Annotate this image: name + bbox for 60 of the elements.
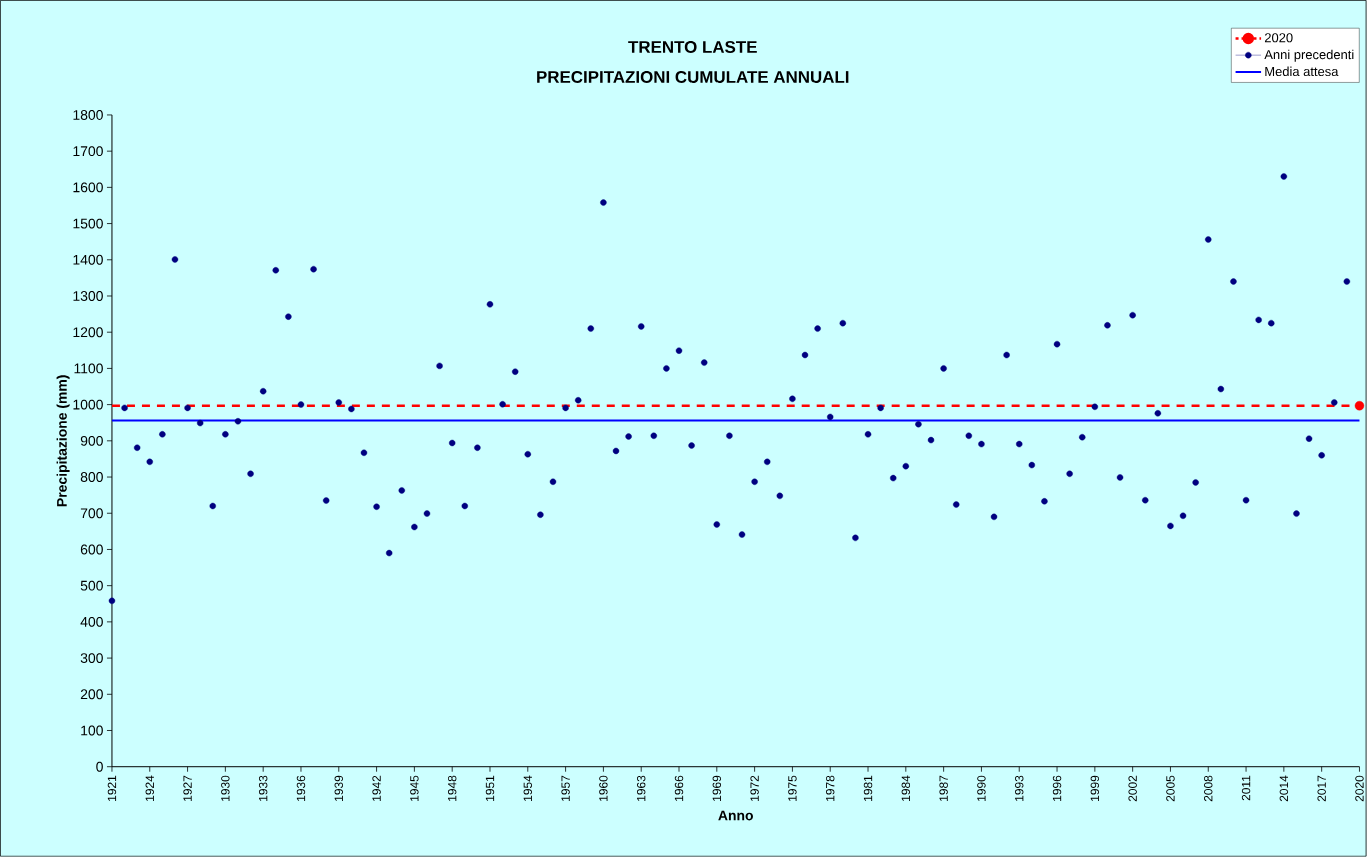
chart-subtitle: PRECIPITAZIONI CUMULATE ANNUALI <box>537 71 849 84</box>
x-tick-label: 1945 <box>410 775 419 802</box>
y-tick-label: 700 <box>80 508 103 519</box>
x-tick-label: 1984 <box>901 775 911 802</box>
y-tick-label: 400 <box>80 617 103 627</box>
x-tick-label: 2020 <box>1355 775 1364 802</box>
x-tick-label: 1999 <box>1090 775 1100 802</box>
y-tick-label: 0 <box>96 761 103 772</box>
y-tick-label: 600 <box>80 544 103 555</box>
x-tick-label: 1954 <box>523 775 533 802</box>
legend-label: Media attesa <box>1265 66 1339 77</box>
x-tick-label: 1960 <box>599 775 608 802</box>
x-axis-title: Anno <box>718 810 753 821</box>
x-tick-label: 1942 <box>372 775 381 802</box>
x-tick-label: 1957 <box>561 775 570 802</box>
y-tick-label: 300 <box>80 653 103 664</box>
x-tick-label: 1936 <box>296 775 306 802</box>
y-tick-label: 1100 <box>74 363 103 374</box>
y-tick-label: 900 <box>80 436 103 446</box>
chart-title: TRENTO LASTE <box>628 41 757 54</box>
x-tick-label: 1972 <box>750 775 759 802</box>
x-tick-label: 2017 <box>1317 775 1326 802</box>
x-tick-label: 1978 <box>825 775 835 802</box>
y-tick-label: 1200 <box>73 327 103 338</box>
x-tick-label: 1924 <box>145 775 154 802</box>
y-tick-label: 100 <box>81 725 103 736</box>
x-tick-label: 1939 <box>334 775 343 802</box>
y-axis-title: Precipitazione (mm) <box>56 375 70 507</box>
legend-label: 2020 <box>1264 33 1293 43</box>
x-tick-label: 1963 <box>636 775 646 802</box>
x-tick-label: 1990 <box>977 775 986 802</box>
x-tick-label: 1975 <box>788 775 797 802</box>
y-tick-label: 1300 <box>73 291 103 302</box>
x-tick-label: 1927 <box>183 775 192 802</box>
x-tick-label: 1987 <box>939 775 948 802</box>
x-tick-label: 2014 <box>1279 775 1289 802</box>
x-tick-label: 2005 <box>1166 775 1175 802</box>
x-tick-label: 2008 <box>1204 775 1213 802</box>
y-tick-label: 1000 <box>73 399 103 410</box>
x-tick-label: 1966 <box>674 775 684 802</box>
y-tick-label: 500 <box>80 580 103 591</box>
y-tick-label: 1800 <box>73 110 103 121</box>
x-tick-label: 1921 <box>107 775 117 802</box>
x-tick-label: 1993 <box>1015 775 1024 802</box>
x-tick-label: 1996 <box>1052 775 1062 802</box>
x-tick-label: 1930 <box>221 775 230 802</box>
x-tick-label: 2002 <box>1128 775 1137 802</box>
y-tick-label: 1500 <box>73 218 103 229</box>
x-tick-label: 2011 <box>1241 775 1251 801</box>
x-tick-label: 1933 <box>258 775 268 802</box>
y-tick-label: 800 <box>80 472 103 483</box>
y-tick-label: 1700 <box>73 146 103 157</box>
y-tick-label: 1400 <box>73 254 103 265</box>
x-tick-label: 1969 <box>712 775 722 802</box>
x-tick-label: 1981 <box>863 775 873 802</box>
legend-label: Anni precedenti <box>1264 49 1354 62</box>
y-tick-label: 1600 <box>73 182 103 193</box>
x-tick-label: 1948 <box>447 775 457 802</box>
x-tick-label: 1951 <box>485 775 495 802</box>
y-tick-label: 200 <box>80 689 103 700</box>
